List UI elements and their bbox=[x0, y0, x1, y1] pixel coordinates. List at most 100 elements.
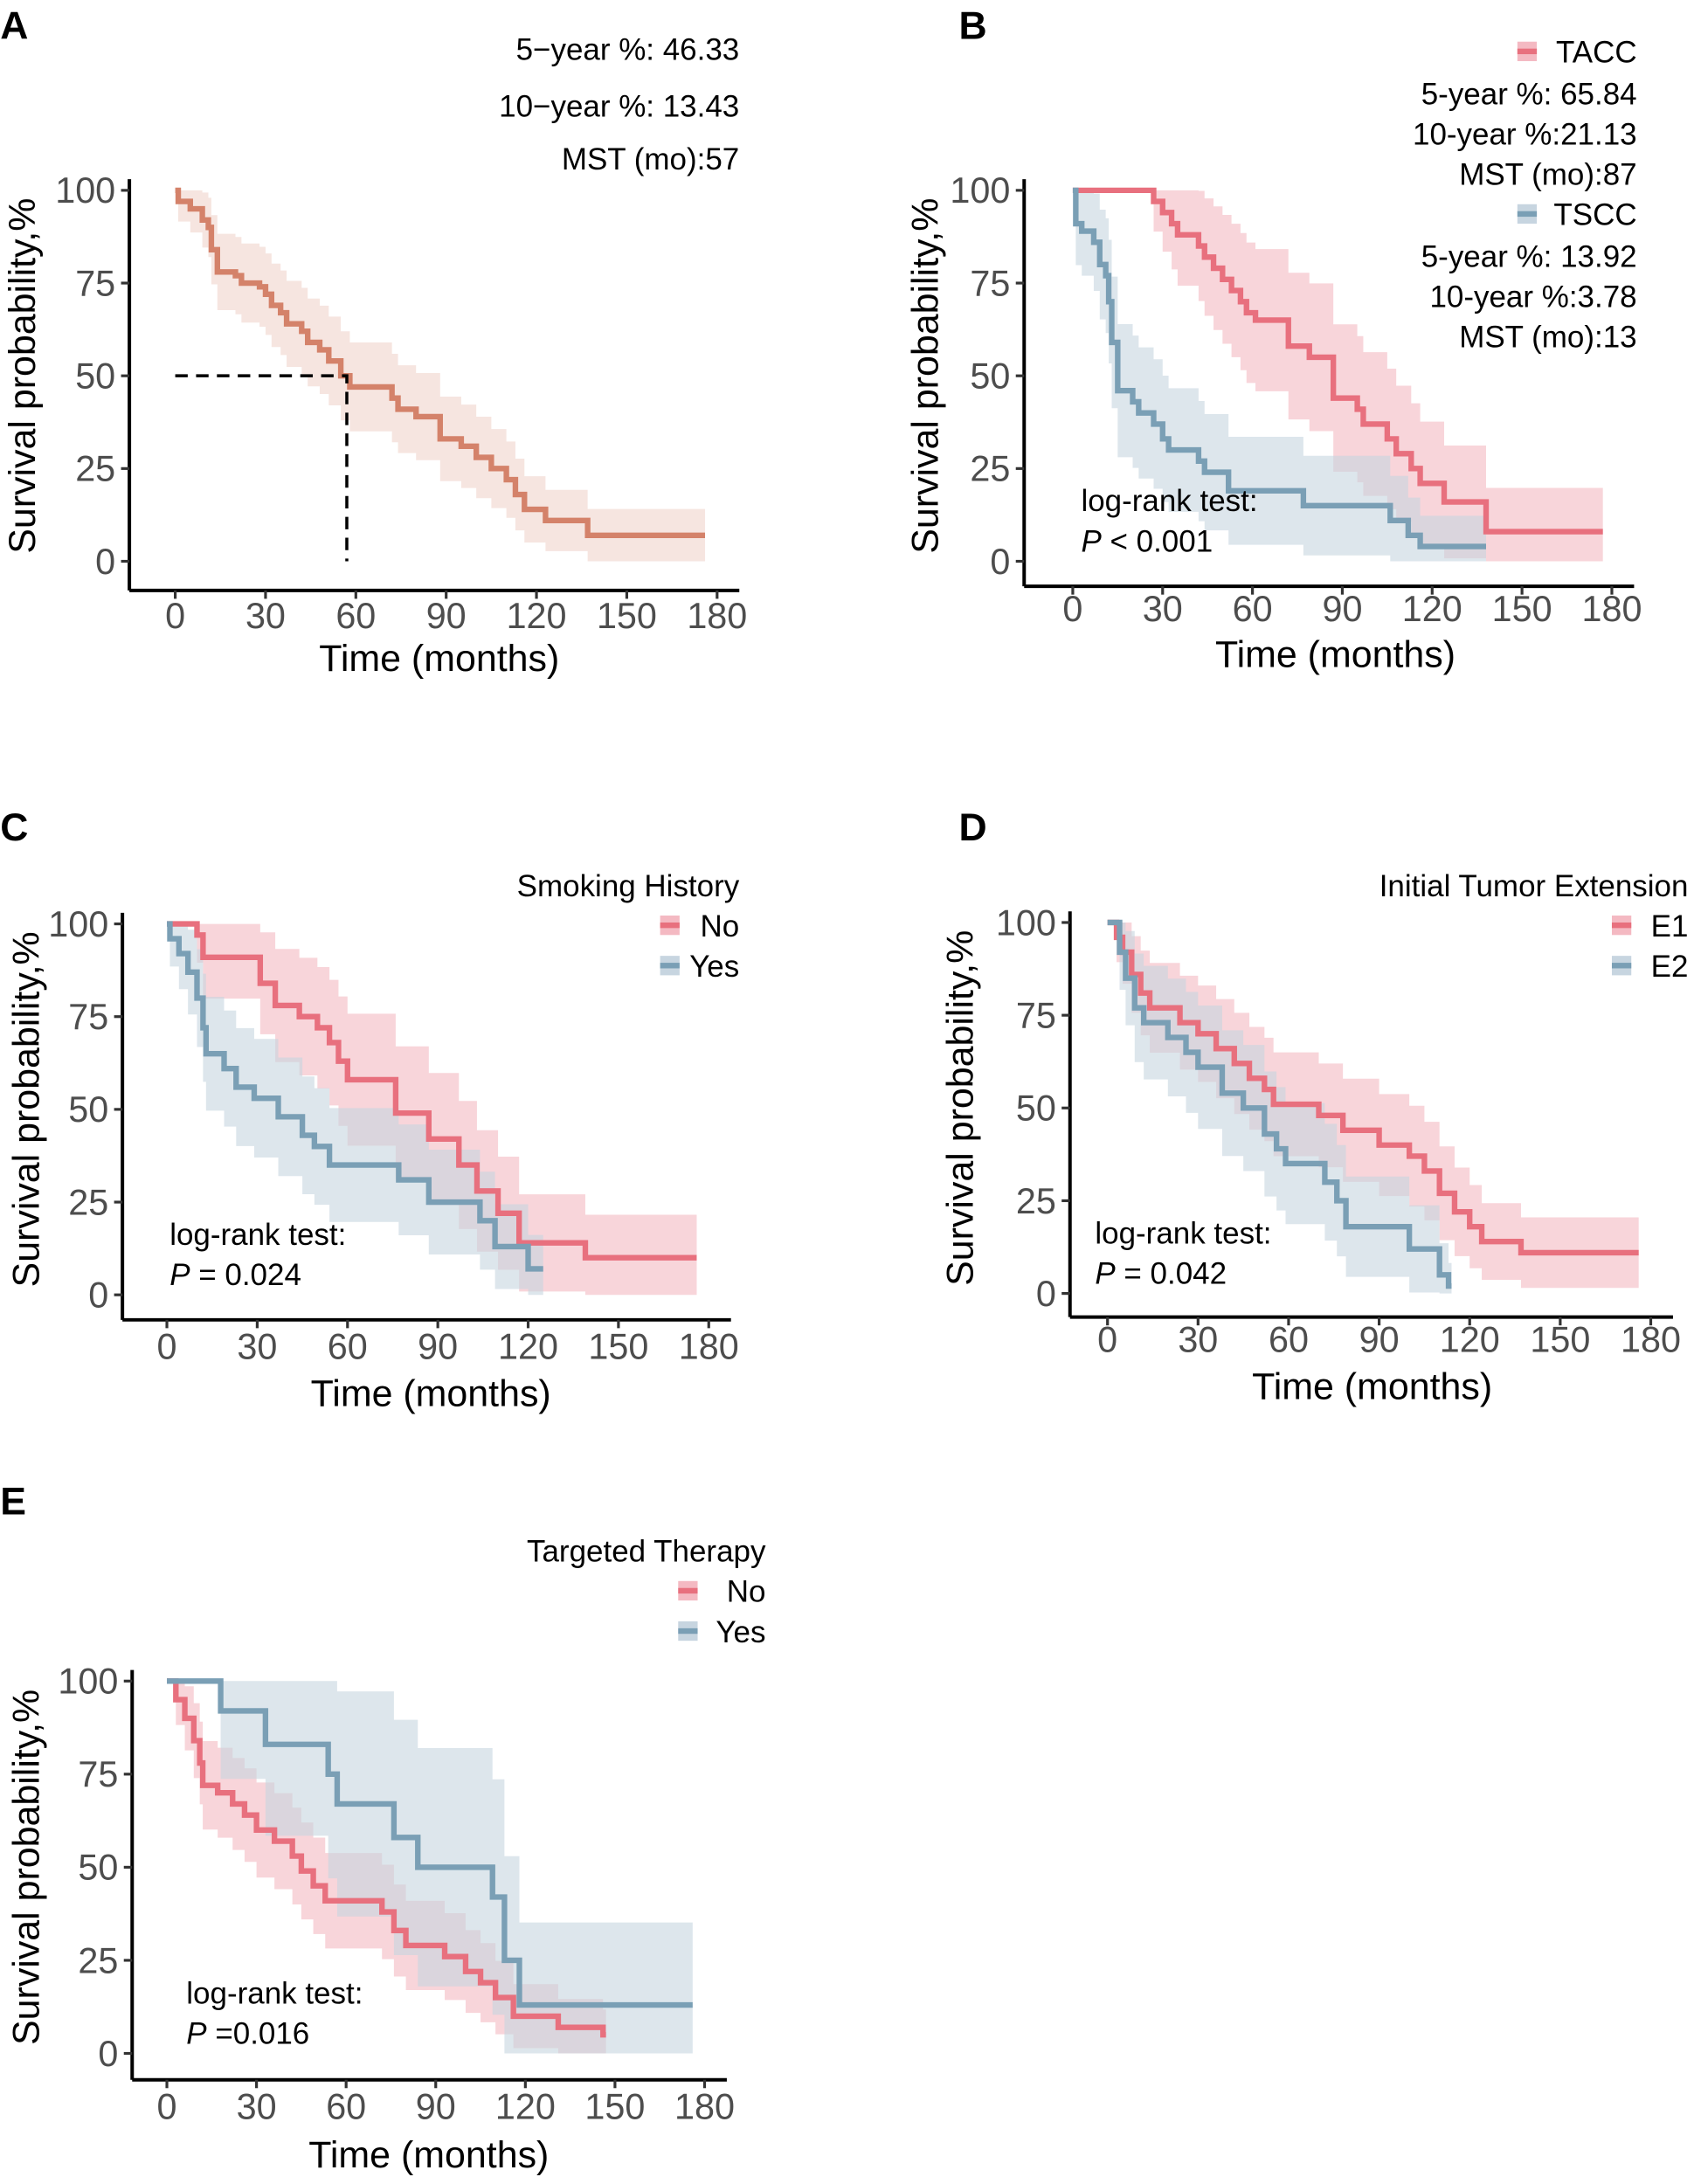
y-tick-label: 0 bbox=[1036, 1274, 1056, 1314]
x-tick-label: 150 bbox=[597, 596, 657, 636]
panel-letter-e: E bbox=[0, 1480, 26, 1523]
y-axis-title: Survival probability,% bbox=[6, 931, 48, 1287]
panel-a: 0 25 50 75 100 0 30 60 90 120 150 180 Time (months) S… bbox=[2, 32, 747, 680]
y-tick-label: 0 bbox=[88, 1275, 108, 1316]
legend-title: Smoking History bbox=[517, 869, 740, 903]
legend-title: Initial Tumor Extension bbox=[1379, 869, 1689, 903]
x-tick-label: 150 bbox=[1530, 1319, 1590, 1359]
legend-swatch-line bbox=[660, 922, 680, 929]
y-tick-label: 0 bbox=[990, 542, 1010, 582]
x-tick-label: 90 bbox=[1322, 589, 1362, 629]
survival-curve-no bbox=[167, 921, 697, 1261]
legend-swatch-line bbox=[678, 1587, 698, 1594]
y-tick-label: 25 bbox=[970, 449, 1010, 489]
p-value-text: = 0.024 bbox=[190, 1258, 301, 1292]
test-label: log-rank test: bbox=[1095, 1216, 1271, 1250]
x-axis-title: Time (months) bbox=[308, 2134, 549, 2176]
legend-swatch-line bbox=[1517, 211, 1538, 218]
x-axis-title: Time (months) bbox=[1252, 1365, 1492, 1407]
x-tick-label: 60 bbox=[335, 596, 376, 636]
survival-stat: MST (mo):57 bbox=[562, 142, 739, 176]
panel-letter-a: A bbox=[0, 5, 28, 48]
legend-swatch-line bbox=[1611, 922, 1632, 929]
y-tick-label: 50 bbox=[1016, 1089, 1056, 1129]
p-value: P = 0.024 bbox=[169, 1258, 301, 1292]
x-tick-label: 120 bbox=[498, 1326, 558, 1366]
x-tick-label: 150 bbox=[584, 2086, 645, 2126]
x-tick-label: 180 bbox=[1581, 589, 1642, 629]
survival-stat: MST (mo):87 bbox=[1459, 158, 1636, 192]
legend-label: Yes bbox=[689, 950, 739, 984]
survival-stat: 5−year %: 46.33 bbox=[516, 32, 740, 66]
panel-letter-c: C bbox=[0, 806, 28, 849]
panel-letter-b: B bbox=[959, 5, 987, 48]
y-tick-label: 100 bbox=[58, 1662, 118, 1702]
x-tick-label: 30 bbox=[237, 1326, 277, 1366]
x-tick-label: 30 bbox=[245, 596, 286, 636]
legend-label: TSCC bbox=[1553, 198, 1636, 232]
legend-swatch-line bbox=[1517, 48, 1538, 55]
x-tick-label: 60 bbox=[1233, 589, 1273, 629]
survival-stat: 10-year %:21.13 bbox=[1413, 117, 1637, 151]
panel-e: 0 25 50 75 100 0 30 60 90 120 150 180 Time (months) S… bbox=[6, 1535, 766, 2176]
y-tick-label: 50 bbox=[78, 1848, 118, 1888]
p-value: P < 0.001 bbox=[1081, 524, 1213, 558]
legend-swatch-line bbox=[1611, 963, 1632, 969]
survival-curve-yes bbox=[167, 921, 543, 1272]
y-tick-label: 75 bbox=[1016, 995, 1056, 1035]
y-tick-label: 100 bbox=[55, 170, 115, 211]
panel-letter-d: D bbox=[959, 806, 987, 849]
y-tick-label: 100 bbox=[48, 904, 108, 944]
p-value: P =0.016 bbox=[186, 2016, 309, 2050]
y-tick-label: 75 bbox=[68, 997, 108, 1037]
y-tick-label: 100 bbox=[950, 170, 1010, 211]
survival-stat: 5-year %: 13.92 bbox=[1421, 239, 1637, 273]
survival-curve-no bbox=[167, 1678, 606, 2038]
panel-d: 0 25 50 75 100 0 30 60 90 120 150 180 Time (months) S… bbox=[939, 869, 1688, 1408]
legend-label: No bbox=[727, 1575, 766, 1609]
x-tick-label: 60 bbox=[326, 2086, 366, 2126]
x-tick-label: 150 bbox=[1492, 589, 1552, 629]
y-axis-title: Survival probability,% bbox=[905, 198, 947, 554]
x-tick-label: 90 bbox=[418, 1326, 458, 1366]
median-line bbox=[175, 374, 349, 562]
y-tick-label: 50 bbox=[68, 1089, 108, 1130]
y-axis-title: Survival probability,% bbox=[6, 1690, 48, 2045]
legend-label: E2 bbox=[1651, 950, 1689, 984]
x-tick-label: 30 bbox=[1178, 1319, 1218, 1359]
x-tick-label: 0 bbox=[1062, 589, 1082, 629]
survival-curve-yes bbox=[167, 1678, 693, 2008]
x-tick-label: 60 bbox=[1269, 1319, 1309, 1359]
survival-stat: 10-year %:3.78 bbox=[1429, 280, 1636, 314]
x-tick-label: 90 bbox=[1359, 1319, 1400, 1359]
p-symbol: P bbox=[169, 1258, 190, 1292]
y-tick-label: 75 bbox=[78, 1754, 118, 1794]
legend-label: TACC bbox=[1556, 36, 1637, 70]
survival-curve-tacc bbox=[1072, 187, 1603, 535]
p-value: P = 0.042 bbox=[1095, 1256, 1227, 1290]
ci-band-e2 bbox=[1107, 922, 1452, 1294]
legend-swatch-line bbox=[678, 1628, 698, 1635]
test-label: log-rank test: bbox=[186, 1976, 363, 2010]
y-tick-label: 25 bbox=[1016, 1181, 1056, 1221]
x-tick-label: 90 bbox=[416, 2086, 456, 2126]
x-axis-title: Time (months) bbox=[1215, 633, 1455, 675]
test-label: log-rank test: bbox=[1081, 484, 1257, 518]
ci-band-tscc bbox=[1072, 190, 1486, 562]
x-tick-label: 180 bbox=[1621, 1319, 1681, 1359]
y-axis-title: Survival probability,% bbox=[2, 198, 44, 554]
panel-b: 0 25 50 75 100 0 30 60 90 120 150 180 Time (months) S… bbox=[905, 36, 1642, 676]
p-symbol: P bbox=[1081, 524, 1102, 558]
x-tick-label: 120 bbox=[507, 596, 567, 636]
survival-stat: MST (mo):13 bbox=[1459, 321, 1636, 355]
survival-stat: 5-year %: 65.84 bbox=[1421, 77, 1637, 111]
test-label: log-rank test: bbox=[169, 1218, 346, 1252]
p-value-text: < 0.001 bbox=[1102, 524, 1213, 558]
survival-stat: 10−year %: 13.43 bbox=[499, 90, 739, 124]
p-symbol: P bbox=[1095, 1256, 1116, 1290]
ci-band-e1 bbox=[1107, 922, 1639, 1289]
y-tick-label: 50 bbox=[970, 356, 1010, 396]
x-axis-title: Time (months) bbox=[319, 638, 559, 680]
y-tick-label: 0 bbox=[98, 2034, 118, 2074]
